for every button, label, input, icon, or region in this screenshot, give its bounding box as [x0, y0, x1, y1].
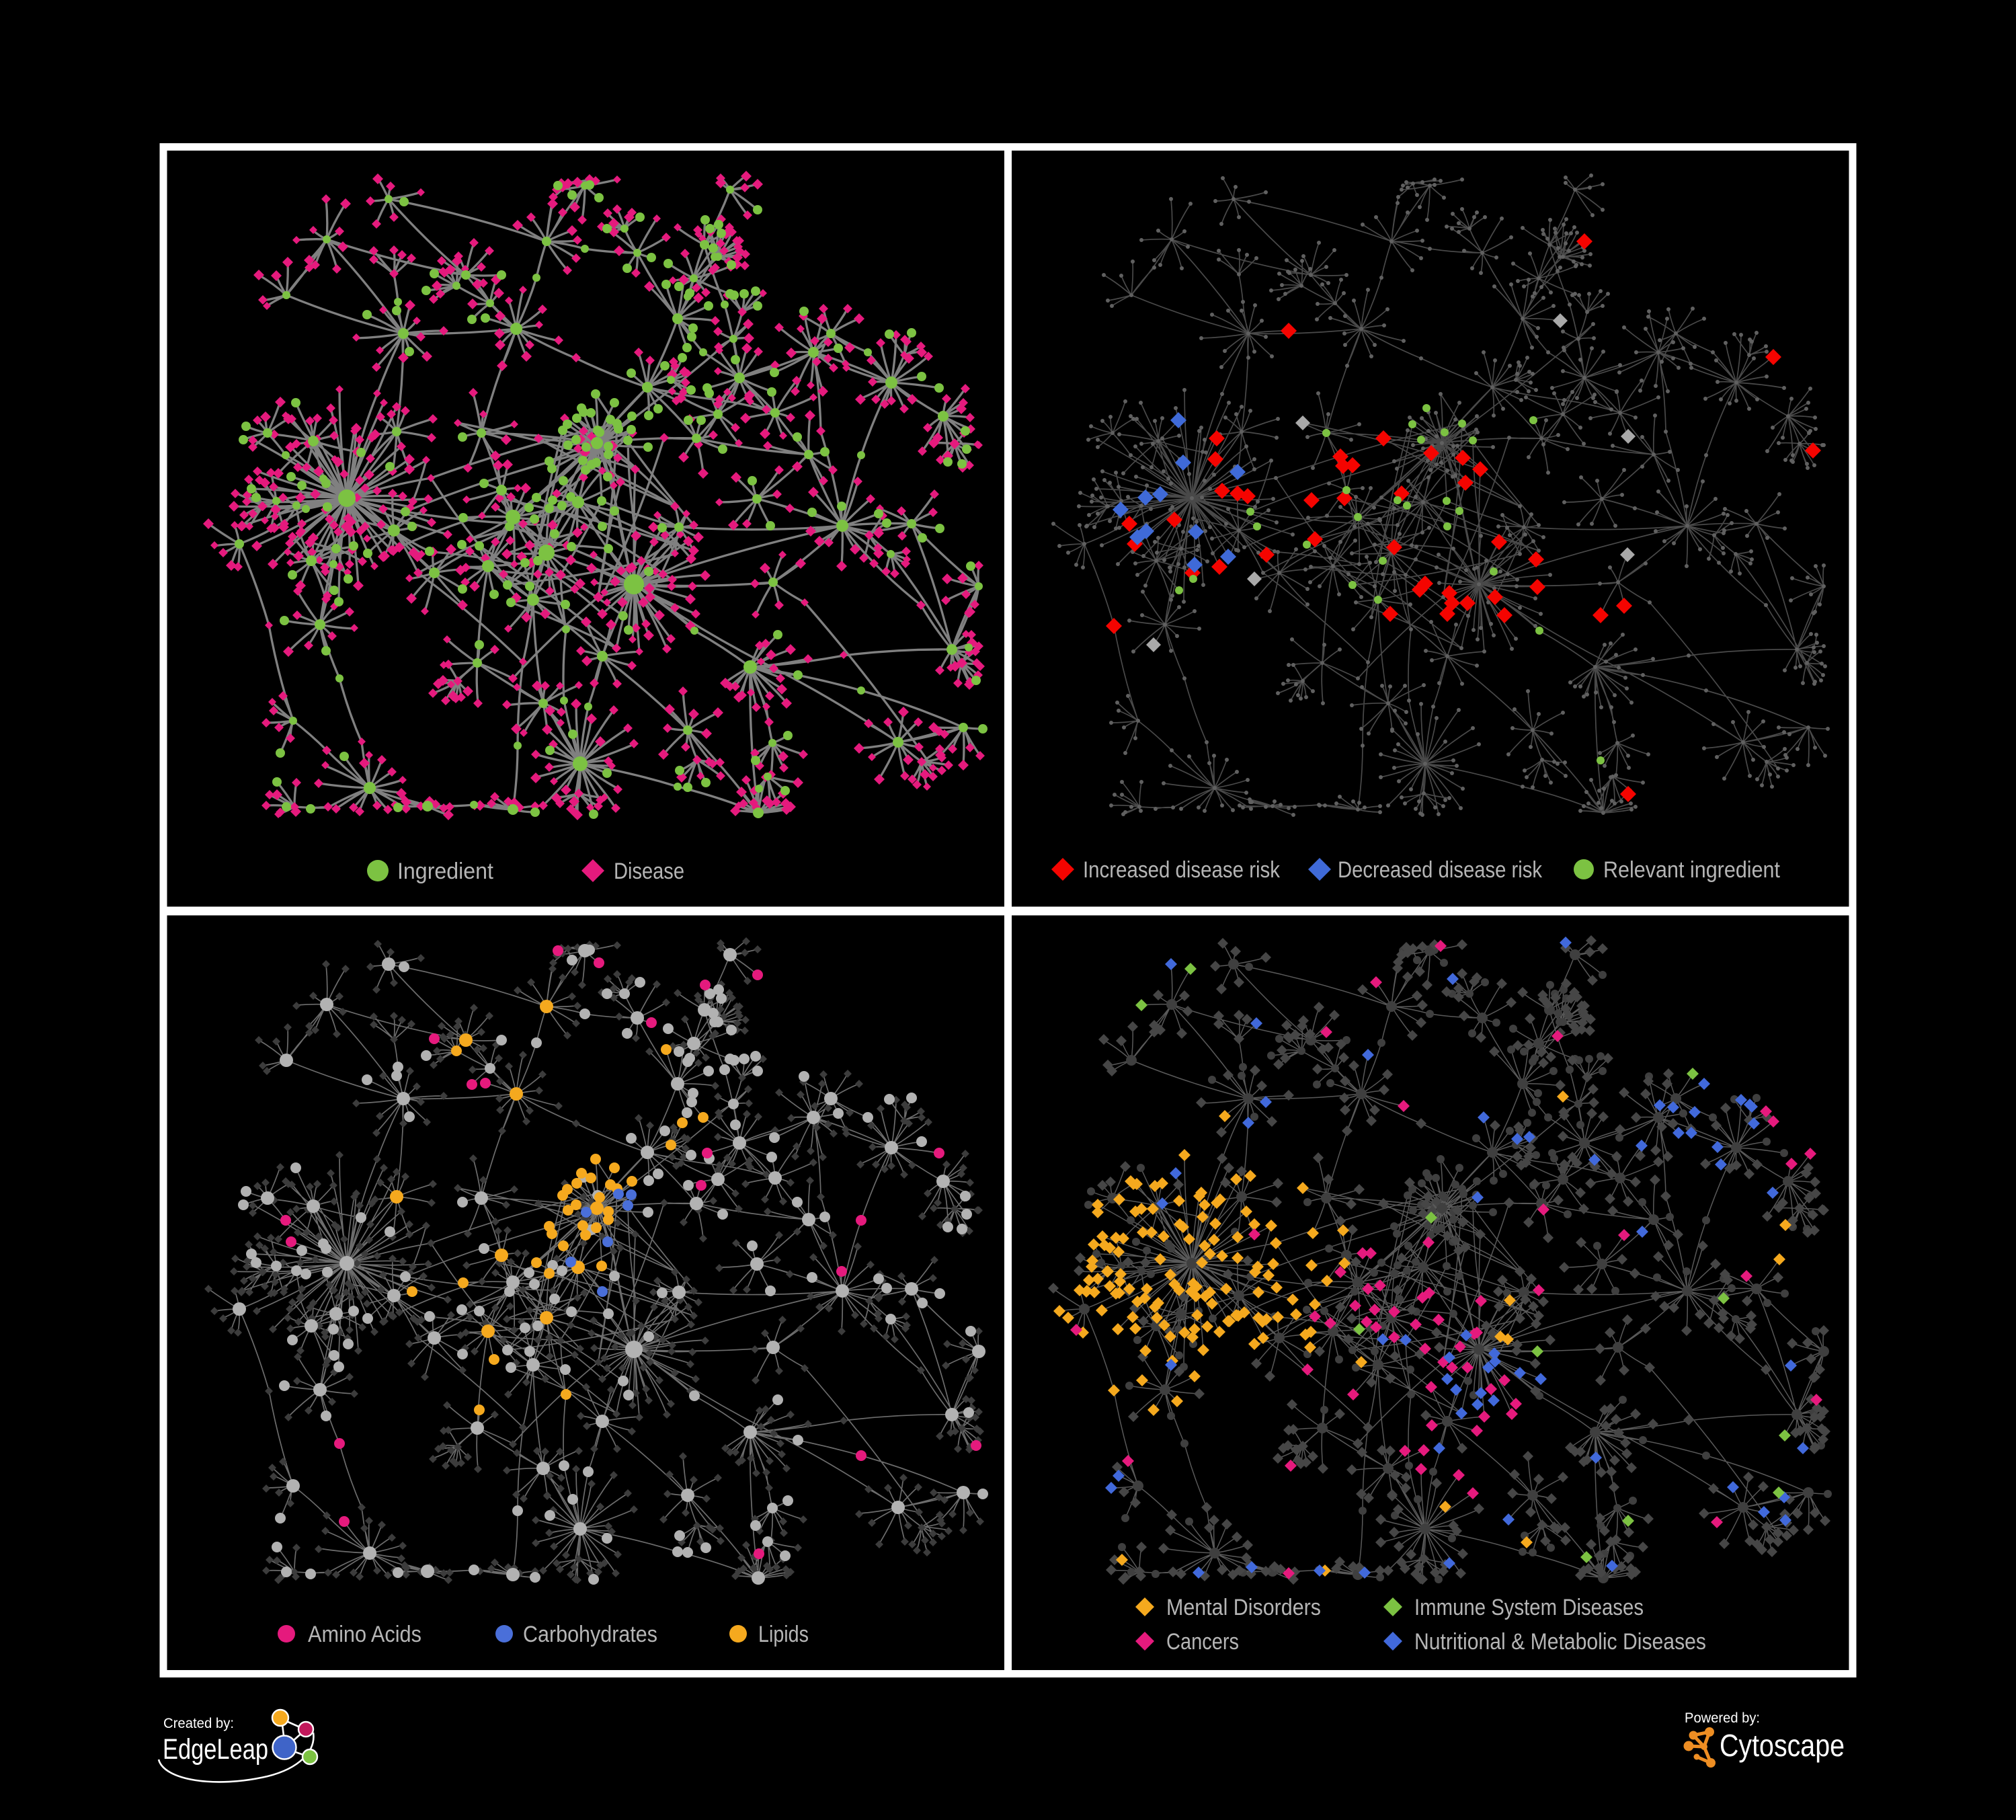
svg-text:Amino Acids: Amino Acids — [308, 1622, 421, 1647]
svg-text:Relevant ingredient: Relevant ingredient — [1603, 857, 1780, 883]
svg-text:Nutritional & Metabolic Diseas: Nutritional & Metabolic Diseases — [1414, 1629, 1706, 1655]
svg-text:Lipids: Lipids — [758, 1622, 809, 1647]
svg-text:Ingredient: Ingredient — [397, 859, 494, 884]
svg-text:EdgeLeap: EdgeLeap — [163, 1733, 268, 1766]
svg-text:Increased disease risk: Increased disease risk — [1083, 857, 1281, 883]
svg-text:Carbohydrates: Carbohydrates — [523, 1622, 657, 1647]
svg-text:Powered by:: Powered by: — [1685, 1710, 1760, 1726]
svg-text:Decreased disease risk: Decreased disease risk — [1338, 857, 1543, 883]
svg-text:Disease: Disease — [614, 859, 684, 884]
svg-text:Immune System Diseases: Immune System Diseases — [1414, 1595, 1644, 1620]
svg-text:Cancers: Cancers — [1166, 1629, 1239, 1655]
svg-text:Mental Disorders: Mental Disorders — [1166, 1595, 1321, 1620]
svg-text:Created by:: Created by: — [163, 1716, 234, 1731]
svg-text:Cytoscape: Cytoscape — [1720, 1728, 1845, 1763]
